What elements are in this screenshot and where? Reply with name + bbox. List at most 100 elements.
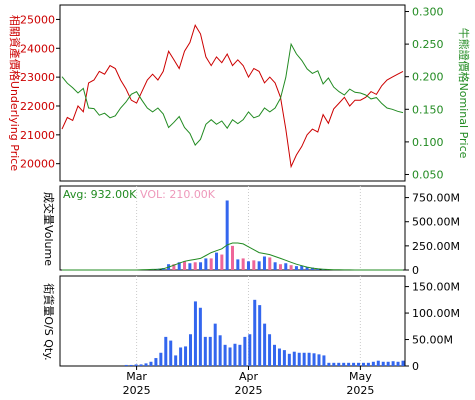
os-bar (154, 358, 158, 366)
volume-bar (209, 258, 213, 270)
os-bar (297, 352, 301, 366)
os-axis-title: 街貨量O/S Qty. (42, 283, 56, 360)
volume-bar (225, 200, 229, 270)
os-bar (149, 361, 153, 366)
underlying-tick-label: 22000 (20, 100, 55, 113)
os-bar (203, 336, 207, 366)
os-bar (376, 360, 380, 366)
os-bar (184, 346, 188, 366)
os-bars (124, 299, 405, 366)
os-bar (169, 340, 173, 366)
os-tick-label: 150.00M (412, 281, 460, 294)
os-bar (258, 305, 262, 366)
os-bar (198, 307, 202, 366)
os-bar (188, 334, 192, 366)
os-bar (228, 347, 232, 366)
os-bar (361, 362, 365, 366)
os-tick-label: 0 (412, 360, 419, 373)
os-bar (213, 323, 217, 366)
os-bar (263, 323, 267, 366)
os-bar (273, 344, 277, 366)
underlying-tick-label: 24000 (20, 42, 55, 55)
os-bar (164, 336, 168, 366)
volume-bar (220, 254, 224, 270)
os-bar (312, 353, 316, 366)
volume-bar (193, 262, 197, 270)
underlying-price-axis-title: 相關資產價格Underlying Price (8, 15, 22, 171)
nominal-tick-label: 0.050 (412, 168, 444, 181)
volume-bar (268, 257, 272, 270)
price-panel-frame (59, 4, 406, 182)
underlying-tick-label: 23000 (20, 71, 55, 84)
nominal-tick-label: 0.100 (412, 136, 444, 149)
os-tick-label: 50.00M (412, 334, 453, 347)
os-bar (139, 364, 143, 366)
volume-bar (188, 263, 192, 270)
os-bar (253, 299, 257, 366)
os-bar (401, 360, 405, 366)
volume-bar (262, 256, 266, 270)
volume-bar (278, 264, 282, 270)
underlying-yticks: 25000 24000 23000 22000 21000 20000 (20, 13, 60, 171)
underlying-tick-label: 25000 (20, 13, 55, 26)
x-year-label: 2025 (234, 384, 262, 397)
os-bar (277, 348, 281, 366)
os-bar (287, 353, 291, 366)
os-bar (218, 335, 222, 366)
os-bar (396, 361, 400, 366)
volume-yticks: 750.00M 500.00M 250.00M 0 (405, 192, 460, 277)
nominal-tick-label: 0.250 (412, 38, 444, 51)
os-bar (174, 355, 178, 366)
nominal-tick-label: 0.200 (412, 71, 444, 84)
nominal-price-line (61, 42, 404, 146)
os-bar (381, 361, 385, 366)
os-bar (337, 362, 341, 366)
os-bar (268, 334, 272, 366)
volume-vol-label: VOL: 210.00K (140, 188, 216, 201)
volume-axis-title: 成交量Volume (42, 192, 56, 266)
os-bar (144, 363, 148, 366)
os-bar (386, 361, 390, 366)
os-bar (327, 362, 331, 366)
os-bar (391, 361, 395, 366)
volume-bar (236, 259, 240, 270)
volume-bar (215, 252, 219, 270)
os-bar (322, 355, 326, 366)
os-bar (332, 362, 336, 366)
os-tick-label: 100.00M (412, 307, 460, 320)
x-year-label: 2025 (123, 384, 151, 397)
os-bar (193, 301, 197, 366)
os-bar (302, 352, 306, 366)
price-lines (61, 23, 404, 169)
underlying-tick-label: 21000 (20, 129, 55, 142)
nominal-tick-label: 0.300 (412, 6, 444, 19)
os-bar (347, 362, 351, 366)
volume-tick-label: 250.00M (412, 240, 460, 253)
os-bar (307, 352, 311, 366)
os-bar (179, 347, 183, 366)
volume-bar (241, 258, 245, 270)
underlying-price-line (61, 23, 404, 169)
x-month-label: May (349, 370, 372, 383)
os-bar (371, 361, 375, 366)
os-bar (292, 351, 296, 366)
os-bar (134, 364, 138, 366)
volume-average-line (62, 242, 403, 271)
volume-tick-label: 0 (412, 264, 419, 277)
volume-bar (310, 267, 314, 270)
os-bar (357, 362, 361, 366)
volume-tick-label: 750.00M (412, 192, 460, 205)
os-bar (233, 343, 237, 366)
os-bar (342, 362, 346, 366)
os-bar (282, 350, 286, 366)
x-year-label: 2025 (346, 384, 374, 397)
os-bar (317, 354, 321, 366)
volume-bar (199, 262, 203, 270)
os-bar (366, 362, 370, 366)
volume-bar (204, 258, 208, 270)
volume-bar (252, 260, 256, 270)
os-bar (248, 334, 252, 366)
volume-bar (231, 245, 234, 270)
